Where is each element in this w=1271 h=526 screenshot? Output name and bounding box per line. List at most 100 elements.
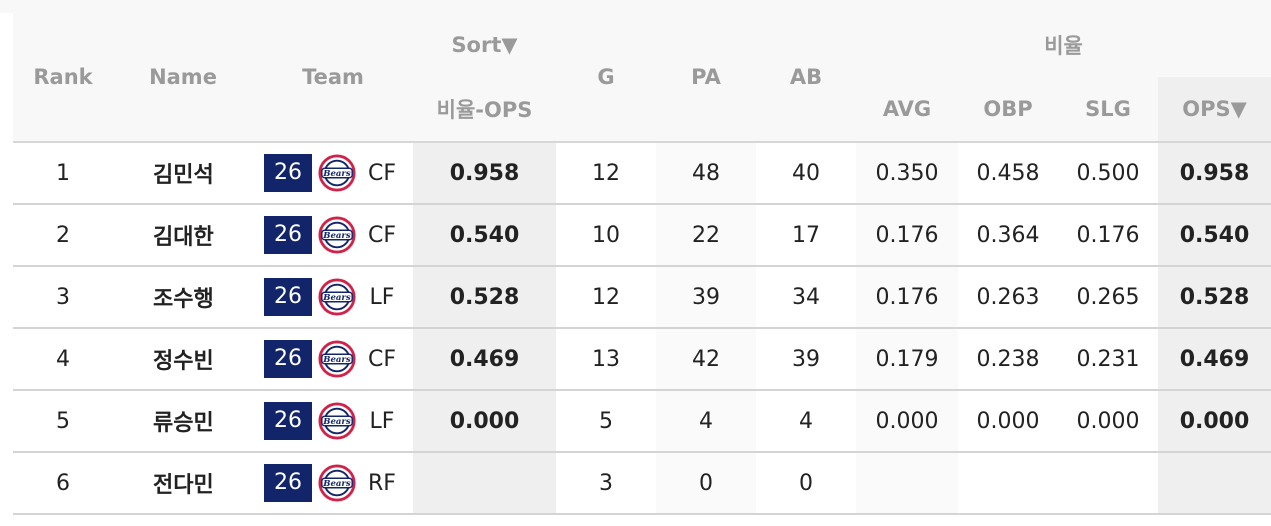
cell-avg: 0.176 xyxy=(856,266,958,329)
cell-sort-value xyxy=(413,452,556,515)
cell-ab: 17 xyxy=(756,204,856,267)
cell-team: 26 Bears LF xyxy=(253,266,413,329)
col-header-slg[interactable]: SLG xyxy=(1058,77,1158,142)
jersey-number-badge: 26 xyxy=(264,278,312,316)
position-label: CF xyxy=(367,346,396,372)
col-header-team[interactable]: Team xyxy=(253,13,413,142)
cell-obp: 0.458 xyxy=(958,142,1058,205)
cell-sort-value: 0.958 xyxy=(413,142,556,205)
cell-ops: 0.469 xyxy=(1158,328,1271,391)
cell-name[interactable]: 정수빈 xyxy=(113,328,253,391)
cell-name[interactable]: 김민석 xyxy=(113,142,253,205)
cell-team: 26 Bears CF xyxy=(253,328,413,391)
cell-name[interactable]: 조수행 xyxy=(113,266,253,329)
cell-rank: 2 xyxy=(13,204,113,267)
cell-name[interactable]: 김대한 xyxy=(113,204,253,267)
logo-text: Bears xyxy=(322,417,351,427)
bears-logo-icon: Bears xyxy=(318,340,356,378)
cell-name[interactable]: 전다민 xyxy=(113,452,253,515)
cell-team: 26 Bears CF xyxy=(253,204,413,267)
cell-rank: 4 xyxy=(13,328,113,391)
table-row[interactable]: 4 정수빈 26 Bears CF 0.469 13 42 39 0.179 0.238 0.231 0… xyxy=(13,328,1271,391)
cell-g: 12 xyxy=(556,266,656,329)
cell-slg: 0.265 xyxy=(1058,266,1158,329)
cell-rank: 5 xyxy=(13,390,113,453)
cell-avg: 0.350 xyxy=(856,142,958,205)
logo-text: Bears xyxy=(322,169,351,179)
table-row[interactable]: 2 김대한 26 Bears CF 0.540 10 22 17 0.176 0.364 0.176 0… xyxy=(13,204,1271,267)
cell-team: 26 Bears RF xyxy=(253,452,413,515)
cell-rank: 3 xyxy=(13,266,113,329)
col-group-ratio: 비율 xyxy=(856,13,1271,77)
bears-logo-icon: Bears xyxy=(318,278,356,316)
cell-avg: 0.000 xyxy=(856,390,958,453)
position-label: LF xyxy=(369,408,395,434)
col-header-rank[interactable]: Rank xyxy=(13,13,113,142)
cell-slg: 0.176 xyxy=(1058,204,1158,267)
cell-rank: 6 xyxy=(13,452,113,515)
cell-slg xyxy=(1058,452,1158,515)
cell-ops xyxy=(1158,452,1271,515)
cell-sort-value: 0.469 xyxy=(413,328,556,391)
position-label: RF xyxy=(368,470,396,496)
position-label: CF xyxy=(367,222,396,248)
cell-avg xyxy=(856,452,958,515)
jersey-number-badge: 26 xyxy=(264,464,312,502)
cell-ops: 0.528 xyxy=(1158,266,1271,329)
cell-sort-value: 0.000 xyxy=(413,390,556,453)
table-row[interactable]: 5 류승민 26 Bears LF 0.000 5 4 4 0.000 0.000 0.000 0.00… xyxy=(13,390,1271,453)
table-header: Rank Name Team Sort▼ G PA AB 비율 비율-OPS A… xyxy=(13,13,1271,142)
position-label: LF xyxy=(369,284,395,310)
col-header-avg[interactable]: AVG xyxy=(856,77,958,142)
cell-obp: 0.238 xyxy=(958,328,1058,391)
col-header-obp[interactable]: OBP xyxy=(958,77,1058,142)
col-header-ops[interactable]: OPS▼ xyxy=(1158,77,1271,142)
table-row[interactable]: 1 김민석 26 Bears CF 0.958 12 48 40 0.350 0.458 0.500 0… xyxy=(13,142,1271,205)
bears-logo-icon: Bears xyxy=(318,154,356,192)
cell-g: 13 xyxy=(556,328,656,391)
cell-obp: 0.364 xyxy=(958,204,1058,267)
cell-obp: 0.000 xyxy=(958,390,1058,453)
cell-team: 26 Bears CF xyxy=(253,142,413,205)
cell-ops: 0.958 xyxy=(1158,142,1271,205)
cell-obp xyxy=(958,452,1058,515)
table-body: 1 김민석 26 Bears CF 0.958 12 48 40 0.350 0.458 0.500 0… xyxy=(13,142,1271,515)
top-strip xyxy=(0,0,1271,13)
cell-pa: 22 xyxy=(656,204,756,267)
cell-g: 12 xyxy=(556,142,656,205)
col-header-name[interactable]: Name xyxy=(113,13,253,142)
cell-pa: 4 xyxy=(656,390,756,453)
cell-ab: 40 xyxy=(756,142,856,205)
cell-pa: 42 xyxy=(656,328,756,391)
table-row[interactable]: 6 전다민 26 Bears RF 3 0 0 xyxy=(13,452,1271,515)
col-header-ab[interactable]: AB xyxy=(756,13,856,142)
cell-g: 10 xyxy=(556,204,656,267)
cell-team: 26 Bears LF xyxy=(253,390,413,453)
logo-text: Bears xyxy=(322,293,351,303)
cell-name[interactable]: 류승민 xyxy=(113,390,253,453)
cell-avg: 0.179 xyxy=(856,328,958,391)
jersey-number-badge: 26 xyxy=(264,402,312,440)
cell-slg: 0.500 xyxy=(1058,142,1158,205)
col-header-sort[interactable]: Sort▼ xyxy=(413,13,556,77)
cell-g: 5 xyxy=(556,390,656,453)
cell-pa: 48 xyxy=(656,142,756,205)
cell-obp: 0.263 xyxy=(958,266,1058,329)
col-header-sort-sub[interactable]: 비율-OPS xyxy=(413,77,556,142)
jersey-number-badge: 26 xyxy=(264,154,312,192)
cell-ops: 0.540 xyxy=(1158,204,1271,267)
cell-ab: 34 xyxy=(756,266,856,329)
cell-rank: 1 xyxy=(13,142,113,205)
logo-text: Bears xyxy=(322,355,351,365)
bears-logo-icon: Bears xyxy=(318,216,356,254)
bears-logo-icon: Bears xyxy=(318,464,356,502)
cell-slg: 0.000 xyxy=(1058,390,1158,453)
col-header-pa[interactable]: PA xyxy=(656,13,756,142)
cell-pa: 39 xyxy=(656,266,756,329)
cell-pa: 0 xyxy=(656,452,756,515)
cell-ops: 0.000 xyxy=(1158,390,1271,453)
cell-g: 3 xyxy=(556,452,656,515)
col-header-g[interactable]: G xyxy=(556,13,656,142)
logo-text: Bears xyxy=(322,231,351,241)
table-row[interactable]: 3 조수행 26 Bears LF 0.528 12 39 34 0.176 0.263 0.265 0… xyxy=(13,266,1271,329)
